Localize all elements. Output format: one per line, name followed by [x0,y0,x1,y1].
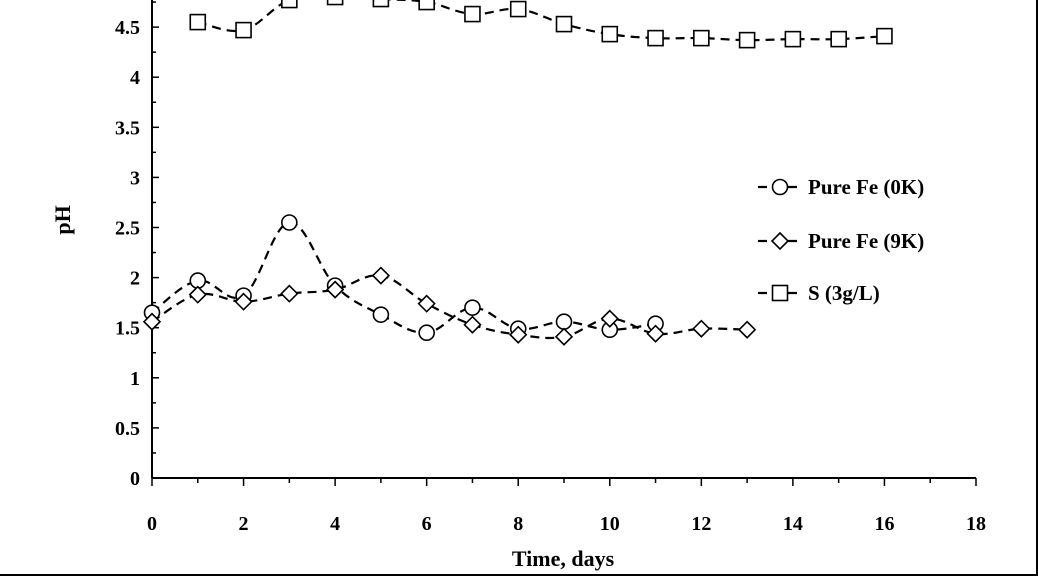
y-tick-label: 3.5 [115,117,140,139]
series-line [197,0,885,42]
data-point [647,29,664,47]
data-point [235,21,252,39]
x-tick-label: 4 [330,513,340,535]
data-point [142,312,162,331]
data-point [326,0,344,6]
y-axis-label: pH [50,205,75,234]
legend-label: S (3g/L) [808,281,880,305]
legend-marker [771,178,789,196]
data-point [371,266,391,285]
data-point [646,324,665,343]
series-line [151,221,656,334]
y-tick-label: 3 [130,167,140,189]
x-tick-label: 14 [783,513,803,535]
legend-label: Pure Fe (9K) [808,229,924,253]
y-tick-label: 2.5 [115,218,140,240]
y-tick-label: 0 [130,468,140,490]
axes: 0 0.5 1 1.5 2 2.5 3 3.5 4 4.5 0 2 4 6 8 10 12 14 16 18 [115,0,986,535]
data-point [280,284,299,303]
y-tick-label: 1 [130,368,140,390]
legend: Pure Fe (0K) Pure Fe (9K) S (3g/L) [758,175,924,305]
series-0 [143,214,664,342]
x-tick-label: 8 [513,513,523,535]
y-tick-label: 1.5 [115,318,140,340]
data-point [234,292,253,311]
data-point [417,294,436,313]
data-point [784,30,802,48]
x-tick-label: 2 [239,513,249,535]
series-2 [189,0,893,49]
data-point [692,319,711,338]
x-tick-label: 18 [966,513,986,535]
x-tick-label: 10 [600,513,620,535]
y-tick-label: 4 [130,67,140,89]
y-tick-label: 4.5 [115,17,140,39]
series-layer [142,0,893,346]
data-point [464,5,481,23]
data-point [372,0,390,8]
data-point [876,27,893,45]
series-1 [142,266,757,346]
data-point [693,29,710,47]
x-tick-label: 6 [422,513,432,535]
data-point [281,0,298,9]
data-point [830,30,847,48]
data-point [600,309,619,328]
data-point [555,313,573,330]
y-tick-label: 2 [130,268,140,290]
data-point [188,285,207,304]
data-point [463,315,482,334]
data-point [189,13,207,31]
data-point [601,25,619,43]
x-tick-label: 12 [691,513,711,535]
data-point [464,299,481,316]
data-point [418,324,435,342]
data-point [554,327,574,346]
data-point [555,15,573,33]
data-point [325,280,345,299]
y-tick-label: 0.5 [115,418,140,440]
data-point [418,0,435,11]
x-tick-label: 16 [874,513,894,535]
x-axis-label: Time, days [512,546,615,571]
legend-label: Pure Fe (0K) [808,175,924,199]
data-point [372,306,390,323]
x-tick-label: 0 [147,513,157,535]
data-point [509,0,527,18]
legend-marker [771,284,789,302]
data-point [737,320,757,339]
data-point [281,214,298,231]
legend-marker [770,231,790,251]
data-point [738,31,756,49]
data-point [509,325,528,344]
